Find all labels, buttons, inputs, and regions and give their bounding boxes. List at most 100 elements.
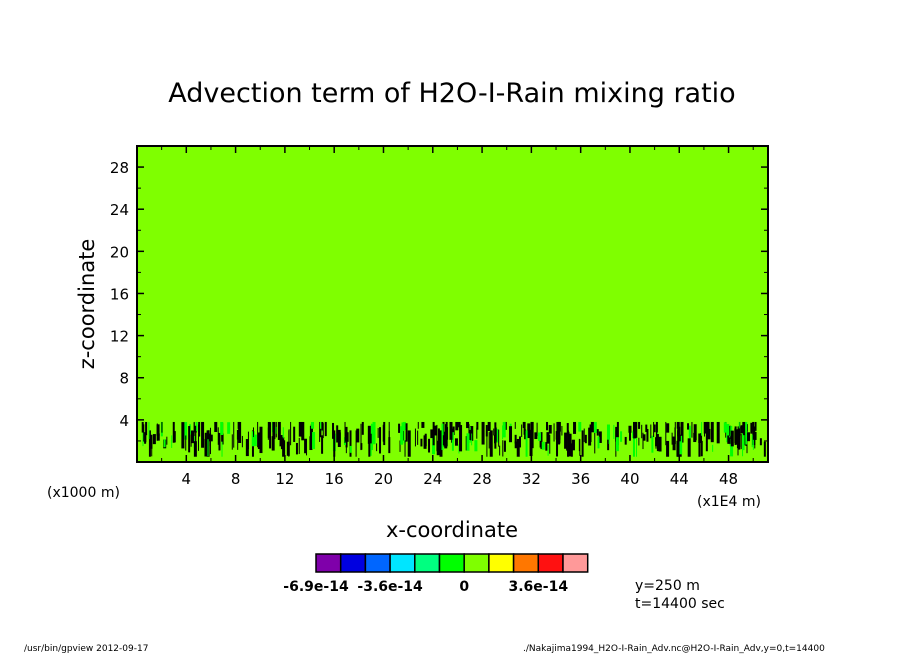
field-speckle (638, 437, 640, 446)
field-speckle (185, 435, 187, 451)
field-speckle (227, 422, 231, 434)
field-speckle (434, 425, 438, 436)
field-speckle (377, 428, 379, 438)
field-speckle (371, 423, 374, 451)
field-speckle (339, 431, 341, 447)
field-speckle (355, 430, 357, 457)
field-speckle (754, 421, 757, 431)
field-speckle (691, 421, 693, 438)
colorbar-swatch (463, 553, 490, 573)
annotation-t: t=14400 sec (635, 596, 725, 612)
field-speckle (321, 421, 324, 431)
field-speckle (645, 424, 648, 432)
field-speckle (687, 423, 690, 430)
field-speckle (482, 421, 484, 434)
field-speckle (269, 422, 272, 449)
x-tick-label: 20 (374, 470, 393, 488)
field-speckle (742, 435, 745, 451)
field-speckle (617, 424, 619, 443)
field-speckle (548, 424, 552, 434)
field-speckle (193, 441, 197, 457)
field-speckle (407, 430, 411, 457)
field-speckle (474, 440, 478, 452)
field-speckle (333, 430, 336, 457)
field-speckle (195, 421, 198, 432)
x-axis-label: x-coordinate (386, 518, 518, 542)
field-speckle (361, 421, 364, 435)
field-speckle (499, 445, 501, 456)
field-speckle (437, 428, 440, 455)
field-speckle (607, 439, 610, 451)
field-speckle (620, 431, 623, 442)
field-speckle (676, 440, 680, 457)
field-speckle (321, 435, 324, 454)
field-speckle (400, 426, 404, 445)
field-speckle (282, 440, 286, 457)
field-speckle (454, 438, 458, 446)
field-speckle (298, 437, 300, 454)
field-speckle (417, 421, 419, 429)
field-speckle (650, 424, 652, 439)
field-speckle (730, 438, 734, 457)
colorbar-label: -6.9e-14 (283, 579, 349, 595)
field-speckle (752, 421, 755, 432)
field-speckle (282, 437, 285, 448)
field-speckle (309, 436, 313, 451)
field-speckle (728, 437, 731, 444)
field-speckle (498, 429, 500, 447)
x-tick-label: 24 (423, 470, 442, 488)
field-speckle (568, 433, 572, 446)
field-speckle (564, 432, 568, 449)
field-speckle (459, 421, 461, 429)
field-speckle (705, 424, 708, 452)
field-speckle (628, 425, 632, 433)
field-speckle (655, 437, 657, 449)
field-speckle (424, 433, 427, 447)
colorbar-swatch (364, 553, 391, 573)
colorbar-swatch (339, 553, 367, 573)
field-speckle (172, 421, 175, 443)
y-tick-label: 28 (110, 159, 129, 177)
x-tick-label: 44 (670, 470, 689, 488)
field-speckle (509, 426, 513, 443)
field-speckle (143, 424, 145, 442)
field-speckle (581, 430, 584, 457)
field-speckle (624, 436, 627, 445)
field-speckle (666, 440, 670, 457)
field-speckle (344, 421, 346, 444)
field-speckle (445, 427, 449, 440)
field-speckle (549, 434, 551, 454)
field-speckle (301, 421, 305, 441)
field-speckle (502, 425, 504, 440)
colorbar-swatch (315, 553, 342, 573)
field-speckle (272, 421, 276, 440)
field-speckle (695, 429, 697, 441)
field-speckle (556, 421, 558, 438)
field-speckle (148, 421, 150, 440)
field-speckle (514, 421, 516, 429)
field-speckle (141, 421, 144, 433)
field-speckle (449, 421, 453, 440)
field-speckle (642, 434, 646, 441)
field-speckle (566, 423, 569, 436)
field-speckle (763, 441, 766, 457)
field-speckle (372, 421, 376, 445)
field-speckle (561, 425, 563, 436)
field-speckle (698, 440, 701, 457)
field-speckle (214, 421, 218, 432)
field-speckle (615, 437, 619, 452)
field-speckle (181, 422, 185, 449)
field-speckle (221, 438, 223, 457)
field-speckle (740, 433, 742, 450)
field-speckle (190, 430, 192, 447)
field-speckle (687, 438, 691, 457)
field-speckle (514, 434, 517, 444)
field-speckle (245, 439, 249, 457)
field-speckle (703, 421, 707, 434)
field-speckle (573, 421, 577, 434)
field-speckle (736, 429, 739, 449)
field-speckle (677, 434, 681, 442)
x-tick-label: 16 (325, 470, 344, 488)
field-speckle (632, 430, 635, 457)
field-speckle (571, 439, 575, 451)
